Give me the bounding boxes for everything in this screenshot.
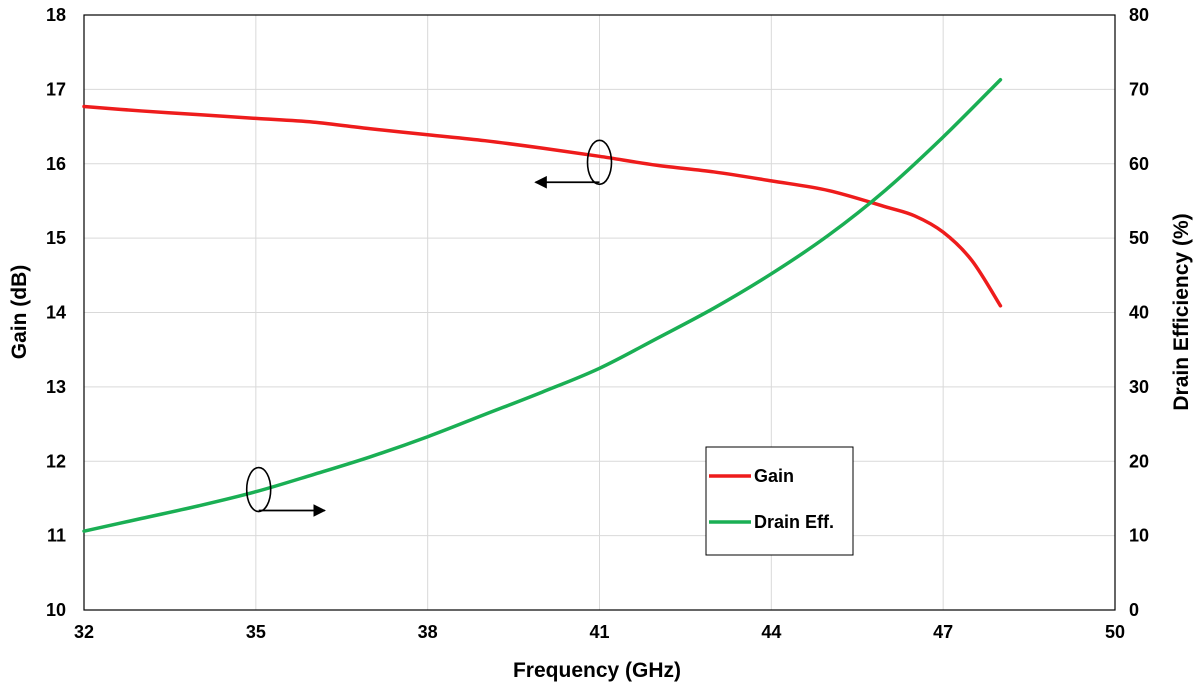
- y-tick-label-right: 20: [1129, 451, 1149, 471]
- y-tick-label-right: 50: [1129, 228, 1149, 248]
- legend: Gain Drain Eff.: [705, 446, 854, 556]
- y-axis-title-right: Drain Efficiency (%): [1170, 213, 1193, 410]
- axis-indicator-annotations: [245, 139, 613, 517]
- y-tick-label-right: 0: [1129, 600, 1139, 620]
- y-tick-label-left: 13: [46, 377, 66, 397]
- y-tick-label-left: 10: [46, 600, 66, 620]
- series-line-gain: [82, 104, 1003, 308]
- legend-label-drain-eff: Drain Eff.: [754, 512, 834, 532]
- x-tick-label: 38: [418, 622, 438, 642]
- y-tick-label-left: 15: [46, 228, 66, 248]
- y-axis-title-left: Gain (dB): [8, 265, 31, 360]
- gridlines: [83, 14, 1116, 611]
- legend-box: [705, 446, 854, 556]
- y-tick-label-left: 16: [46, 154, 66, 174]
- x-tick-label: 32: [74, 622, 94, 642]
- x-tick-label: 44: [761, 622, 781, 642]
- y-tick-label-left: 11: [47, 526, 66, 546]
- y-tick-label-right: 80: [1129, 5, 1149, 25]
- y-tick-label-right: 30: [1129, 377, 1149, 397]
- y-tick-label-right: 70: [1129, 79, 1149, 99]
- x-tick-label: 41: [589, 622, 609, 642]
- x-tick-label: 50: [1105, 622, 1125, 642]
- gain-indicator-ellipse: [586, 139, 613, 186]
- x-axis-title: Frequency (GHz): [513, 659, 681, 682]
- y-tick-label-right: 40: [1129, 303, 1149, 323]
- y-tick-label-right: 60: [1129, 154, 1149, 174]
- y-tick-label-left: 14: [46, 303, 66, 323]
- drain-eff-indicator-ellipse: [245, 466, 272, 513]
- x-tick-label: 35: [246, 622, 266, 642]
- tick-labels: 32 35 38 41 44 47 50 10 11 12 13 14 15 16 17 18 0 10 20 30 4…: [46, 5, 1149, 642]
- legend-label-gain: Gain: [754, 466, 794, 486]
- x-tick-label: 47: [933, 622, 953, 642]
- y-tick-label-left: 18: [46, 5, 66, 25]
- plot-area-border: [83, 14, 1116, 611]
- y-tick-label-left: 12: [46, 451, 66, 471]
- y-tick-label-left: 17: [46, 79, 66, 99]
- y-tick-label-right: 10: [1129, 526, 1149, 546]
- series-lines: [82, 77, 1003, 533]
